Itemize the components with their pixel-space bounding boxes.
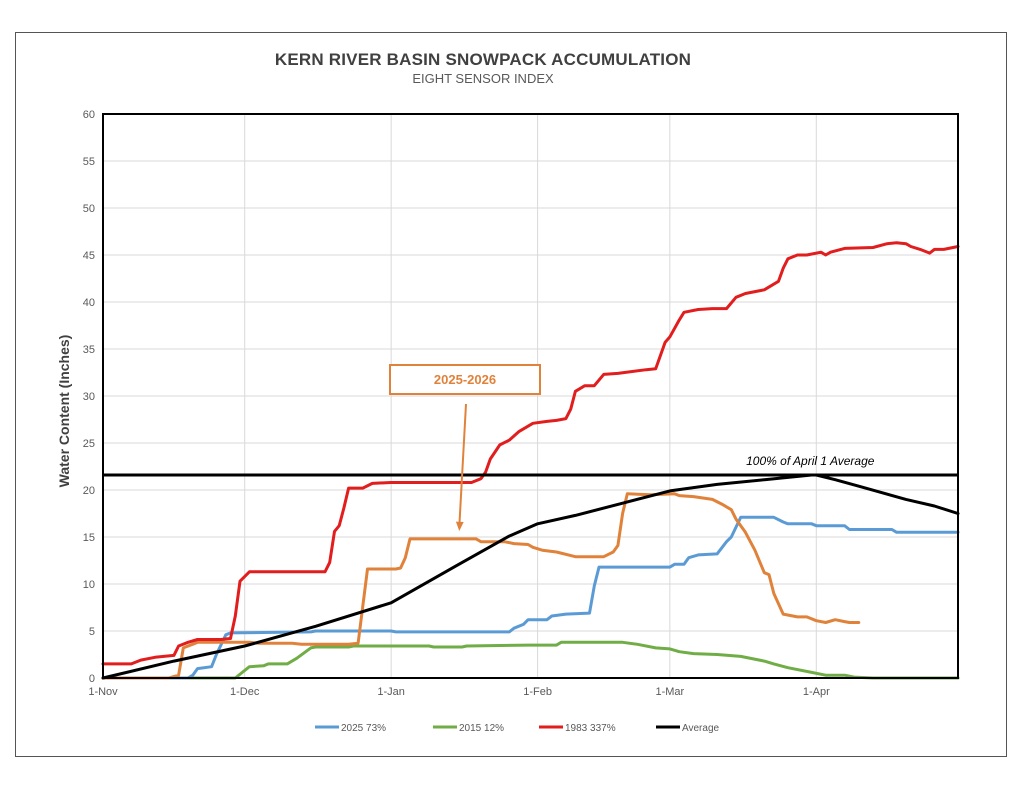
series-line-1983-337- — [101, 241, 960, 666]
legend: 2025 73% 2015 12% 1983 337% Average — [315, 723, 720, 734]
y-tick-label: 15 — [83, 532, 95, 544]
callout-group: 2025-2026 — [389, 364, 541, 531]
y-tick-label: 20 — [83, 485, 95, 497]
series-line-2025-73- — [101, 515, 960, 680]
series-line-2025-2026 — [101, 492, 861, 680]
callout-arrow-head — [455, 521, 464, 531]
x-axis-ticks: 1-Nov 1-Dec 1-Jan 1-Feb 1-Mar 1-Apr — [88, 686, 830, 698]
y-tick-label: 40 — [83, 297, 95, 309]
series-line-2015-12- — [101, 640, 960, 680]
y-tick-label: 45 — [83, 250, 95, 262]
callout-box — [389, 364, 541, 395]
legend-label: 2015 12% — [459, 723, 504, 734]
legend-label: Average — [682, 723, 720, 734]
chart-subtitle: EIGHT SENSOR INDEX — [412, 71, 554, 86]
series-line-average — [101, 473, 960, 680]
y-tick-label: 10 — [83, 579, 95, 591]
legend-label: 1983 337% — [565, 723, 616, 734]
y-tick-label: 50 — [83, 203, 95, 215]
callout-arrow-line — [458, 403, 467, 528]
y-axis-ticks: 0 5 10 15 20 25 30 35 40 45 50 55 60 — [83, 109, 95, 685]
x-tick-label: 1-Dec — [230, 686, 260, 698]
y-tick-label: 55 — [83, 156, 95, 168]
y-tick-label: 60 — [83, 109, 95, 121]
grid-lines — [103, 113, 958, 678]
y-tick-label: 30 — [83, 391, 95, 403]
reference-line-label: 100% of April 1 Average — [746, 454, 875, 468]
plot-area-border — [102, 113, 959, 679]
y-axis-label: Water Content (Inches) — [56, 335, 72, 488]
y-tick-label: 35 — [83, 344, 95, 356]
callout-label: 2025-2026 — [434, 372, 496, 387]
y-tick-label: 5 — [89, 626, 95, 638]
x-tick-label: 1-Nov — [88, 686, 118, 698]
x-tick-label: 1-Mar — [655, 686, 684, 698]
x-tick-label: 1-Apr — [803, 686, 830, 698]
plot-border — [102, 113, 959, 679]
x-tick-label: 1-Feb — [523, 686, 552, 698]
series-group — [101, 241, 960, 680]
y-tick-label: 0 — [89, 673, 95, 685]
y-tick-label: 25 — [83, 438, 95, 450]
reference-line-group: 100% of April 1 Average — [103, 454, 958, 477]
chart-title: KERN RIVER BASIN SNOWPACK ACCUMULATION — [274, 50, 692, 69]
legend-label: 2025 73% — [341, 723, 386, 734]
x-tick-label: 1-Jan — [377, 686, 405, 698]
